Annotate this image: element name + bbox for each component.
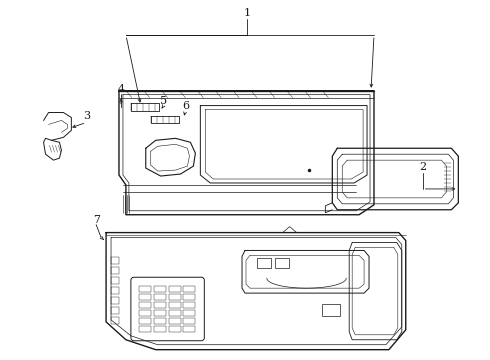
Bar: [154, 310, 166, 316]
Text: 1: 1: [244, 8, 250, 18]
Bar: [111, 267, 119, 274]
Text: 5: 5: [160, 96, 167, 105]
Bar: [139, 326, 151, 332]
Bar: [183, 302, 196, 308]
Bar: [111, 287, 119, 294]
Bar: [111, 297, 119, 304]
Bar: [183, 286, 196, 292]
Bar: [275, 258, 289, 268]
Bar: [154, 286, 166, 292]
Bar: [169, 318, 180, 324]
Bar: [139, 318, 151, 324]
Text: 6: 6: [182, 100, 189, 111]
Bar: [183, 294, 196, 300]
Bar: [139, 310, 151, 316]
Bar: [111, 317, 119, 324]
Bar: [139, 302, 151, 308]
Bar: [183, 318, 196, 324]
Bar: [169, 326, 180, 332]
Text: 2: 2: [419, 162, 426, 172]
Bar: [111, 307, 119, 314]
Text: 3: 3: [83, 112, 90, 121]
Bar: [257, 258, 271, 268]
Bar: [154, 294, 166, 300]
Bar: [154, 326, 166, 332]
Bar: [169, 302, 180, 308]
Bar: [183, 310, 196, 316]
Bar: [322, 304, 340, 316]
Text: 4: 4: [118, 84, 124, 94]
Bar: [154, 318, 166, 324]
Bar: [169, 310, 180, 316]
Bar: [139, 286, 151, 292]
Bar: [169, 286, 180, 292]
Bar: [111, 277, 119, 284]
Bar: [139, 294, 151, 300]
Bar: [169, 294, 180, 300]
Text: 7: 7: [93, 215, 99, 225]
Bar: [111, 257, 119, 264]
Bar: [154, 302, 166, 308]
Bar: [183, 326, 196, 332]
